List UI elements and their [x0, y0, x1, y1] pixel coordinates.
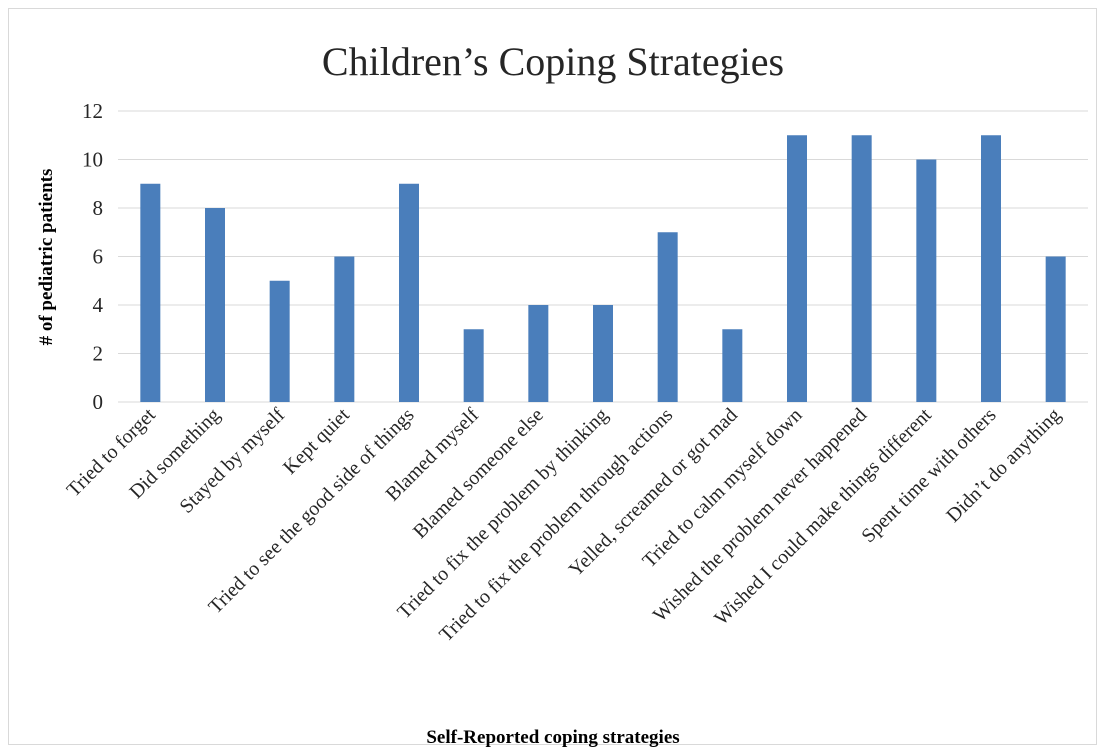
bar [399, 183, 419, 402]
bar [334, 256, 355, 402]
y-tick-label: 4 [93, 293, 104, 317]
bar [916, 159, 937, 402]
bar [1045, 256, 1066, 402]
y-tick-label: 10 [82, 148, 103, 172]
bar [722, 329, 743, 402]
bar [269, 280, 290, 402]
bar [593, 305, 613, 402]
bar [463, 329, 484, 402]
y-axis-ticks: 0 2 4 6 8 10 12 [82, 99, 104, 414]
bar [657, 232, 678, 402]
x-category-label: Tried to fix the problem through actions [435, 404, 677, 646]
y-tick-label: 6 [93, 245, 104, 269]
bar [205, 208, 225, 402]
bar [851, 135, 872, 402]
y-tick-label: 8 [93, 196, 104, 220]
x-axis-title: Self-Reported coping strategies [426, 727, 679, 748]
y-axis-title: # of pediatric patients [36, 169, 57, 346]
y-tick-label: 2 [93, 342, 104, 366]
bars [140, 135, 1066, 402]
bar [140, 183, 161, 402]
chart-frame [8, 8, 1097, 745]
y-tick-label: 12 [82, 99, 103, 123]
y-tick-label: 0 [93, 390, 104, 414]
bar [787, 135, 807, 402]
chart-title: Children’s Coping Strategies [322, 39, 784, 84]
bar [981, 135, 1001, 402]
x-category-label: Didn’t do anything [942, 404, 1065, 527]
bar [528, 305, 549, 402]
